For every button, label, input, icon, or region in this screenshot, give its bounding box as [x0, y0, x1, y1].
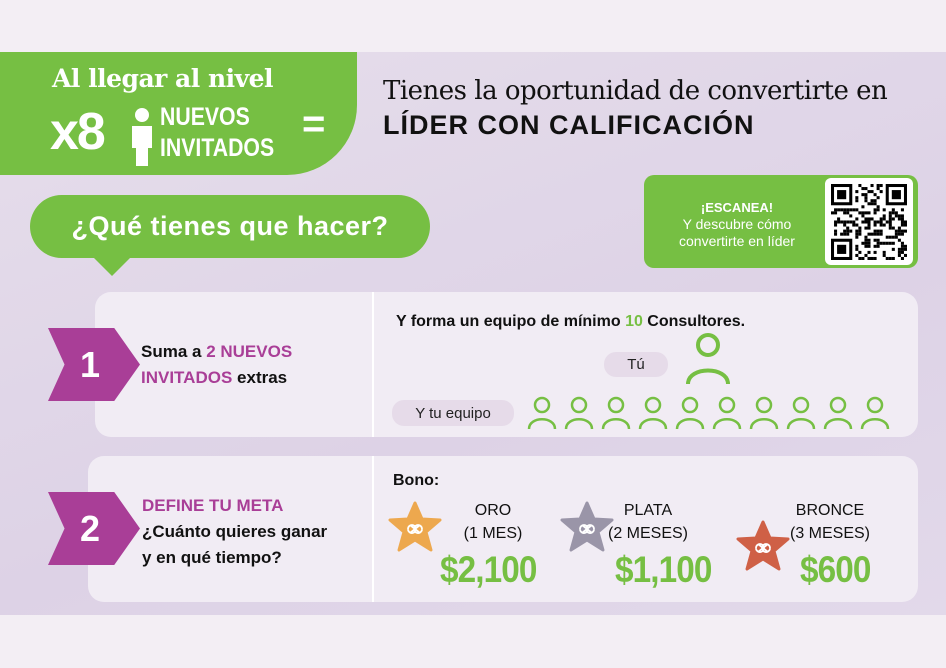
step1-text-b: extras	[232, 368, 288, 387]
step2-line1: ¿Cuánto quieres ganar	[142, 522, 328, 541]
team-person-icon	[786, 396, 816, 430]
team-count: 10	[625, 313, 643, 330]
team-text: Y forma un equipo de mínimo 10 Consultor…	[396, 309, 745, 335]
step2-line2: y en qué tiempo?	[142, 548, 282, 567]
hero-invitados: INVITADOS	[160, 134, 275, 162]
team-person-icon	[564, 396, 594, 430]
team-person-icon	[601, 396, 631, 430]
step2-title: DEFINE TU META	[142, 496, 284, 515]
hero-new-invited: NUEVOS INVITADOS	[160, 102, 274, 164]
star-plata-icon	[560, 501, 614, 552]
star-bronce-icon	[736, 520, 790, 571]
person-icon	[132, 108, 152, 166]
tier-label: PLATA (2 MESES)	[598, 499, 698, 545]
step1-card: Suma a 2 NUEVOS INVITADOS extras Y forma…	[95, 292, 918, 437]
tier-label: BRONCE (3 MESES)	[780, 499, 880, 545]
step1-text: Suma a 2 NUEVOS INVITADOS extras	[141, 339, 341, 391]
team-text-b: Consultores.	[642, 313, 746, 330]
hero-nuevos: NUEVOS	[160, 103, 250, 131]
tier-name: PLATA	[623, 502, 673, 519]
team-person-icon	[712, 396, 742, 430]
qr-line2: convertirte en líder	[679, 233, 795, 249]
tier-period: (2 MESES)	[607, 525, 688, 542]
team-person-icon	[675, 396, 705, 430]
tier-period: (3 MESES)	[789, 525, 870, 542]
step2-card: DEFINE TU META ¿Cuánto quieres ganar y e…	[88, 456, 918, 602]
bonus-label: Bono:	[393, 472, 440, 489]
tier-label: ORO (1 MES)	[443, 499, 543, 545]
question-bubble: ¿Qué tienes que hacer?	[30, 195, 430, 258]
hero-banner: Al llegar al nivel x8 NUEVOS INVITADOS =	[0, 52, 357, 175]
you-label: Tú	[604, 352, 668, 377]
hero-line1: Al llegar al nivel	[52, 64, 274, 93]
team-label: Y tu equipo	[392, 400, 514, 426]
headline: Tienes la oportunidad de convertirte en …	[383, 76, 888, 141]
equals-sign: =	[302, 102, 326, 146]
team-person-icon	[749, 396, 779, 430]
step1-highlight: 2 NUEVOS INVITADOS	[141, 342, 293, 387]
team-person-icon	[823, 396, 853, 430]
qr-title: ¡ESCANEA!	[700, 200, 774, 215]
tier-amount: $2,100	[440, 549, 537, 590]
divider	[372, 456, 374, 602]
qr-code[interactable]	[825, 178, 913, 265]
hero-multiplier: x8	[50, 103, 106, 161]
bubble-tail	[92, 256, 132, 276]
qr-line1: Y descubre cómo	[682, 216, 792, 232]
tier-name: ORO	[474, 502, 512, 519]
step1-text-a: Suma a	[141, 342, 207, 361]
headline-line1: Tienes la oportunidad de convertirte en	[383, 76, 888, 106]
you-person-icon	[686, 333, 730, 385]
tier-amount: $600	[800, 549, 871, 590]
tier-amount: $1,100	[615, 549, 712, 590]
tier-name: BRONCE	[795, 502, 865, 519]
star-oro-icon	[388, 501, 442, 552]
qr-code-icon	[831, 184, 907, 260]
divider	[372, 292, 374, 437]
team-person-icon	[860, 396, 890, 430]
team-text-a: Y forma un equipo de mínimo	[396, 313, 626, 330]
headline-line2: LÍDER CON CALIFICACIÓN	[383, 110, 755, 140]
qr-text: ¡ESCANEA! Y descubre cómo convertirte en…	[652, 199, 822, 250]
qr-card: ¡ESCANEA! Y descubre cómo convertirte en…	[644, 175, 918, 268]
team-person-icon	[527, 396, 557, 430]
team-person-icon	[638, 396, 668, 430]
tier-period: (1 MES)	[463, 525, 523, 542]
step2-text: DEFINE TU META ¿Cuánto quieres ganar y e…	[142, 493, 327, 571]
